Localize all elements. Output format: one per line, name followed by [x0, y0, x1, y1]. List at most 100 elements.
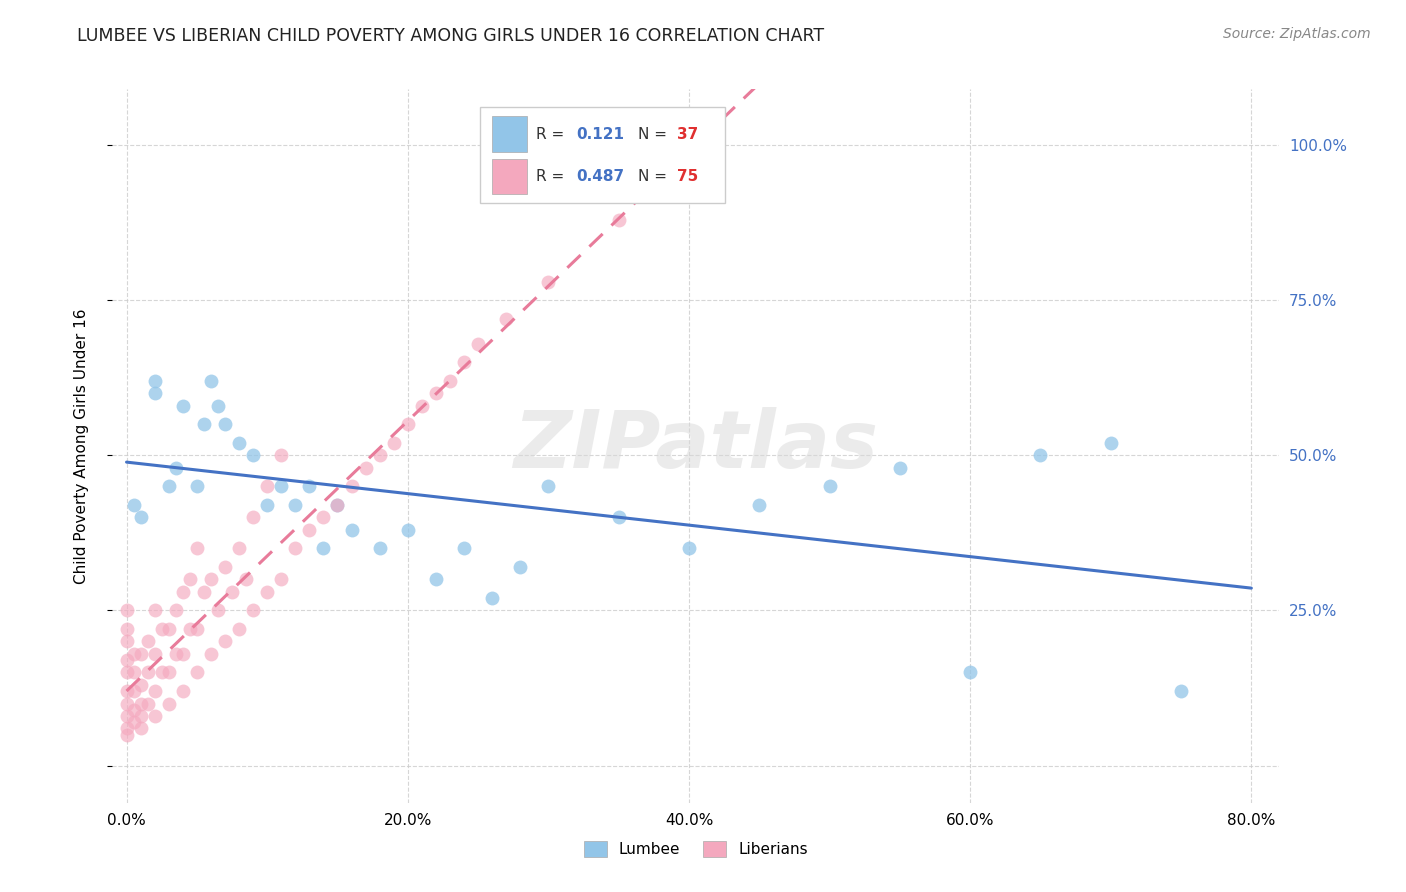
Point: [172, 647, 194, 661]
Point: [200, 647, 222, 661]
Point: [396, 523, 419, 537]
Point: [340, 523, 363, 537]
Point: [129, 697, 152, 711]
Point: [165, 460, 187, 475]
Point: [607, 212, 630, 227]
Point: [143, 684, 166, 698]
Point: [143, 603, 166, 617]
Point: [122, 703, 145, 717]
Point: [228, 541, 250, 556]
Point: [115, 684, 138, 698]
Text: ZIPatlas: ZIPatlas: [513, 407, 879, 485]
Point: [312, 510, 335, 524]
Point: [425, 573, 447, 587]
Point: [122, 647, 145, 661]
Point: [143, 374, 166, 388]
Point: [200, 374, 222, 388]
Point: [242, 510, 264, 524]
Point: [1029, 448, 1052, 462]
Point: [186, 665, 208, 680]
Point: [115, 709, 138, 723]
Point: [157, 697, 180, 711]
Point: [150, 622, 173, 636]
Point: [129, 647, 152, 661]
Point: [172, 684, 194, 698]
Point: [157, 479, 180, 493]
Point: [228, 436, 250, 450]
Point: [150, 665, 173, 680]
Point: [284, 541, 307, 556]
Point: [122, 715, 145, 730]
Text: Source: ZipAtlas.com: Source: ZipAtlas.com: [1223, 27, 1371, 41]
Point: [270, 479, 292, 493]
Text: 37: 37: [678, 127, 699, 142]
Point: [959, 665, 981, 680]
Point: [136, 697, 159, 711]
Point: [495, 311, 517, 326]
Point: [1099, 436, 1122, 450]
Point: [214, 417, 236, 432]
Point: [115, 727, 138, 741]
Point: [235, 573, 257, 587]
Point: [411, 399, 433, 413]
Point: [340, 479, 363, 493]
Point: [467, 336, 489, 351]
Point: [214, 634, 236, 648]
Text: LUMBEE VS LIBERIAN CHILD POVERTY AMONG GIRLS UNDER 16 CORRELATION CHART: LUMBEE VS LIBERIAN CHILD POVERTY AMONG G…: [77, 27, 824, 45]
Point: [143, 709, 166, 723]
Point: [122, 498, 145, 512]
Point: [425, 386, 447, 401]
Y-axis label: Child Poverty Among Girls Under 16: Child Poverty Among Girls Under 16: [75, 309, 89, 583]
Point: [186, 622, 208, 636]
Point: [186, 541, 208, 556]
Point: [889, 460, 911, 475]
Point: [354, 460, 377, 475]
Point: [256, 479, 278, 493]
FancyBboxPatch shape: [492, 116, 527, 152]
Point: [537, 275, 560, 289]
Point: [200, 573, 222, 587]
Point: [143, 647, 166, 661]
Point: [115, 722, 138, 736]
Point: [115, 622, 138, 636]
Point: [172, 584, 194, 599]
Point: [193, 417, 215, 432]
Point: [221, 584, 243, 599]
Point: [242, 603, 264, 617]
Point: [509, 560, 531, 574]
Point: [818, 479, 841, 493]
Text: N =: N =: [638, 127, 672, 142]
Text: R =: R =: [536, 127, 569, 142]
Point: [129, 678, 152, 692]
Point: [270, 573, 292, 587]
Point: [115, 603, 138, 617]
Point: [284, 498, 307, 512]
Point: [179, 622, 201, 636]
Point: [136, 634, 159, 648]
Point: [115, 634, 138, 648]
Point: [439, 374, 461, 388]
Point: [207, 399, 229, 413]
Point: [298, 523, 321, 537]
Point: [326, 498, 349, 512]
Point: [453, 355, 475, 369]
Point: [242, 448, 264, 462]
Point: [748, 498, 770, 512]
Point: [214, 560, 236, 574]
Point: [396, 417, 419, 432]
Point: [115, 697, 138, 711]
Point: [193, 584, 215, 599]
Point: [607, 510, 630, 524]
Text: 0.121: 0.121: [576, 127, 624, 142]
Text: N =: N =: [638, 169, 672, 184]
Point: [481, 591, 503, 605]
Text: R =: R =: [536, 169, 569, 184]
Point: [1170, 684, 1192, 698]
Point: [228, 622, 250, 636]
Point: [122, 684, 145, 698]
Point: [312, 541, 335, 556]
Point: [165, 647, 187, 661]
Point: [172, 399, 194, 413]
Point: [368, 448, 391, 462]
Point: [129, 510, 152, 524]
